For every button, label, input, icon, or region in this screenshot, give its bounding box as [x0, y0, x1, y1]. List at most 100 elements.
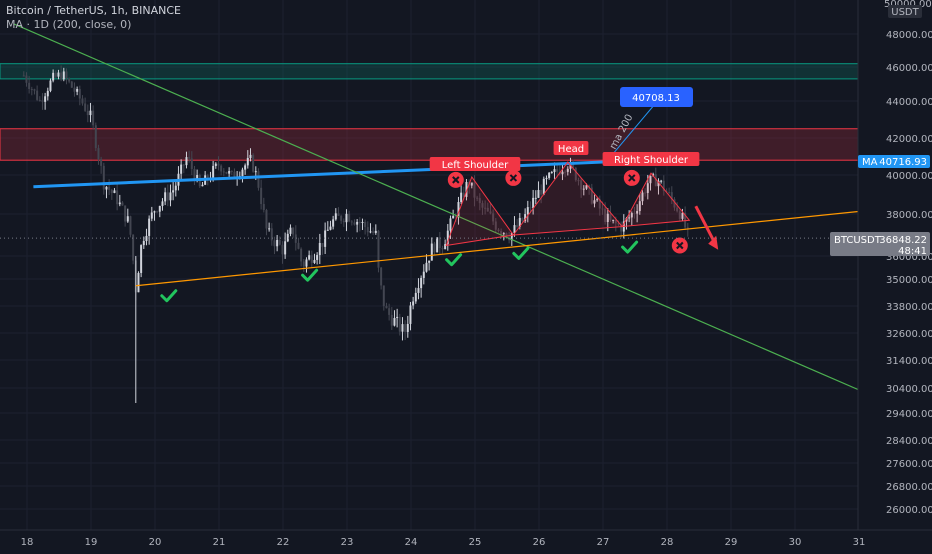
time-tick-label: 30 [789, 537, 802, 548]
candle-body [550, 172, 553, 174]
candle-body [673, 199, 676, 208]
candle-body [188, 157, 191, 159]
candle-body [161, 201, 164, 206]
ma-badge-name: MA [862, 157, 878, 168]
candle-body [590, 187, 593, 204]
price-tick-label: 44000.00 [886, 97, 932, 108]
candle-body [190, 158, 193, 170]
candle-body [281, 244, 284, 255]
candle-body [604, 208, 607, 223]
candle-body [660, 180, 663, 182]
candle-body [326, 229, 329, 231]
candle-body [244, 165, 247, 170]
descending-trend-line [13, 23, 873, 397]
candle-body [28, 82, 31, 90]
time-tick-label: 23 [341, 537, 354, 548]
candle-body [145, 235, 148, 242]
rejection-cross-glyph [509, 174, 518, 182]
candle-body [436, 237, 439, 253]
time-tick-label: 26 [533, 537, 546, 548]
rejection-cross-glyph [676, 241, 684, 250]
candle-body [425, 262, 428, 272]
candle-body [348, 213, 351, 222]
time-axis[interactable]: 18 19 20 21 22 23 24 25 26 27 28 29 30 31 [0, 529, 932, 550]
candle-body [148, 218, 151, 236]
candle-body [361, 221, 364, 223]
candle-body [140, 245, 143, 273]
price-tick-label: 31400.00 [886, 356, 932, 367]
candle-body [681, 212, 684, 219]
candle-body [332, 219, 335, 227]
candle-body [457, 202, 460, 218]
candle-body [668, 191, 671, 193]
ma-indicator-legend[interactable]: MA · 1D (200, close, 0) [6, 18, 132, 31]
candle-body [486, 207, 489, 212]
candle-body [454, 216, 457, 218]
candle-body [372, 231, 375, 233]
support-check-icon [621, 240, 639, 254]
price-tick-label: 26800.00 [886, 482, 932, 493]
candle-body [398, 316, 401, 332]
candle-body [52, 72, 55, 81]
candle-body [212, 165, 215, 179]
symbol-legend[interactable]: Bitcoin / TetherUS, 1h, BINANCE MA · 1D … [6, 4, 181, 32]
support-check-icon [301, 268, 319, 282]
candle-body [94, 125, 97, 149]
rejection-cross-glyph [628, 174, 636, 182]
candle-body [228, 171, 231, 174]
candle-body [41, 100, 44, 102]
candle-body [561, 171, 564, 175]
support-check-icon [160, 289, 178, 303]
bar-countdown: 48:41 [898, 246, 927, 257]
candle-body [284, 241, 287, 255]
candle-body [49, 80, 52, 91]
candle-body [566, 168, 569, 172]
time-tick-label: 31 [853, 537, 866, 548]
candle-body [444, 244, 447, 250]
candle-body [620, 224, 623, 232]
candle-body [225, 171, 228, 174]
candle-body [630, 213, 633, 218]
candle-body [321, 242, 324, 247]
candle-body [164, 192, 167, 202]
price-axis[interactable]: 50000.00USDT48000.0046000.0044000.004200… [857, 0, 932, 530]
candle-body [412, 301, 415, 306]
resistance-zone [0, 128, 859, 161]
candle-body [580, 180, 583, 190]
price-tick-label: 38000.00 [886, 210, 932, 221]
candle-body [564, 171, 567, 173]
currency-badge: USDT [891, 7, 919, 18]
candle-body [353, 222, 356, 225]
candle-body [62, 71, 65, 80]
pattern-marks: Left Shoulder Head Right Shoulder [160, 141, 719, 303]
candle-body [606, 213, 609, 223]
candle-body [166, 192, 169, 201]
candle-body [220, 165, 223, 172]
price-tick-label: 33800.00 [886, 302, 932, 313]
candle-body [502, 233, 505, 235]
candle-body [249, 154, 252, 158]
candle-body [116, 190, 119, 205]
candle-body [572, 162, 575, 168]
candle-body [44, 96, 47, 102]
price-tick-label: 32600.00 [886, 329, 932, 340]
support-check-icon [512, 246, 530, 260]
head-label: Head [558, 144, 584, 155]
candle-body [676, 207, 679, 212]
candle-body [644, 192, 647, 194]
time-tick-label: 29 [725, 537, 738, 548]
symbol-title[interactable]: Bitcoin / TetherUS, 1h, BINANCE [6, 4, 182, 17]
candle-body [601, 208, 604, 210]
grid [0, 0, 860, 530]
candle-body [113, 190, 116, 193]
candle-body [185, 157, 188, 166]
currency-badge-bg [888, 5, 922, 18]
candle-body [350, 221, 353, 223]
candle-body [641, 192, 644, 202]
candle-body [356, 221, 359, 225]
candle-body [670, 192, 673, 200]
candle-body [33, 89, 36, 91]
candle-body [97, 148, 100, 160]
